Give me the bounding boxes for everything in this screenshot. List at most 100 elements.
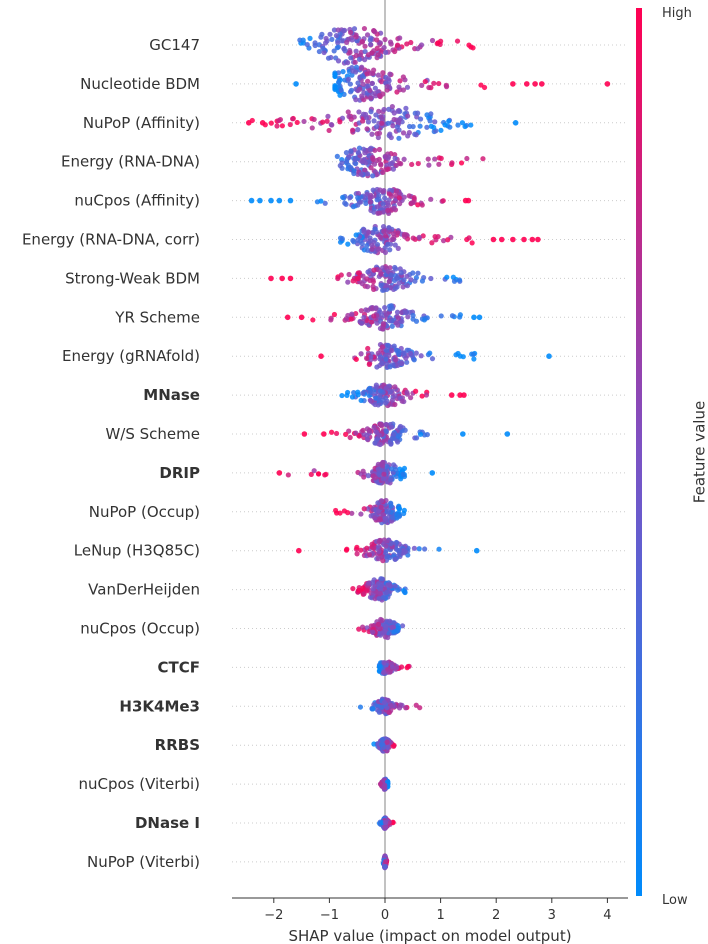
shap-point (438, 313, 444, 319)
shap-point (374, 364, 380, 370)
feature-label: YR Scheme (114, 308, 200, 326)
shap-point (365, 119, 372, 125)
shap-point (379, 742, 385, 748)
shap-point (354, 544, 360, 550)
shap-point (328, 121, 334, 128)
shap-point (368, 192, 374, 198)
shap-point (396, 513, 402, 519)
shap-point (364, 276, 370, 282)
shap-point (403, 355, 409, 361)
shap-point (368, 109, 374, 115)
shap-outlier-point (248, 197, 255, 204)
shap-point (378, 282, 384, 288)
shap-point (364, 355, 370, 361)
shap-point (356, 56, 363, 62)
shap-point (366, 580, 372, 586)
shap-point (350, 204, 356, 210)
shap-point (308, 471, 314, 478)
shap-point (415, 270, 421, 276)
shap-point (453, 352, 459, 358)
shap-point (368, 95, 374, 101)
shap-point (323, 35, 329, 42)
shap-point (389, 347, 395, 354)
shap-point (382, 195, 388, 201)
shap-point (381, 44, 387, 51)
shap-point (380, 91, 386, 97)
shap-point (397, 35, 403, 41)
shap-outlier-point (490, 236, 497, 243)
shap-point (331, 27, 338, 33)
shap-point (410, 235, 416, 241)
feature-label: NuPoP (Affinity) (83, 114, 200, 132)
colorbar-gradient (636, 8, 642, 896)
x-tick-label: 4 (603, 908, 611, 923)
shap-point (370, 173, 376, 179)
shap-point (390, 515, 396, 521)
shap-point (322, 472, 328, 478)
shap-point (362, 48, 368, 55)
x-tick-label: −2 (264, 908, 283, 923)
shap-point (377, 210, 383, 216)
shap-point (382, 36, 388, 43)
shap-point (377, 441, 383, 448)
shap-point (347, 81, 353, 87)
shap-outlier-point (546, 353, 552, 360)
shap-point (356, 145, 363, 151)
shap-point (432, 119, 438, 125)
shap-point (455, 122, 461, 128)
shap-point (398, 270, 404, 276)
shap-point (355, 149, 361, 156)
colorbar: High Low Feature value (636, 6, 708, 908)
shap-point (390, 123, 396, 129)
shap-point (418, 116, 424, 122)
shap-point (436, 80, 442, 87)
shap-point (366, 361, 372, 367)
feature-label: DNase I (135, 814, 200, 832)
shap-point (347, 195, 353, 201)
shap-outlier-point (287, 197, 294, 204)
shap-outlier-point (245, 120, 252, 126)
shap-point (428, 196, 434, 202)
shap-point (413, 388, 419, 394)
shap-point (404, 347, 410, 353)
x-tick-label: 1 (436, 908, 444, 923)
shap-outlier-point (429, 470, 436, 476)
shap-point (411, 195, 417, 201)
shap-point (393, 162, 399, 169)
shap-point (393, 320, 400, 326)
shap-point (380, 321, 387, 327)
shap-point (385, 120, 391, 126)
shap-point (388, 389, 394, 395)
shap-point (337, 510, 343, 516)
x-axis: −2 −1 0 1 2 3 4 (232, 897, 628, 923)
shap-point (366, 428, 372, 434)
feature-label: DRIP (159, 464, 200, 482)
shap-point (369, 541, 375, 547)
shap-point (408, 350, 414, 356)
feature-label: nuCpos (Occup) (80, 620, 200, 638)
shap-point (360, 468, 366, 474)
shap-point (371, 161, 378, 167)
shap-point (405, 314, 411, 320)
shap-point (444, 274, 450, 280)
shap-point (338, 272, 344, 278)
shap-point (449, 313, 456, 319)
shap-point (435, 40, 441, 46)
shap-point (356, 626, 362, 632)
shap-point (355, 202, 361, 208)
shap-point (367, 389, 373, 395)
shap-point (362, 150, 368, 156)
shap-point (416, 234, 422, 240)
shap-outlier-point (448, 392, 455, 398)
shap-point (380, 223, 387, 230)
shap-point (382, 304, 388, 311)
shap-point (318, 198, 324, 204)
shap-point (436, 546, 442, 552)
feature-label: GC147 (149, 36, 200, 54)
shap-point (391, 205, 397, 211)
shap-point (383, 233, 389, 239)
shap-point (388, 541, 394, 547)
shap-point (361, 314, 367, 321)
shap-point (387, 618, 393, 624)
shap-point (322, 200, 328, 206)
